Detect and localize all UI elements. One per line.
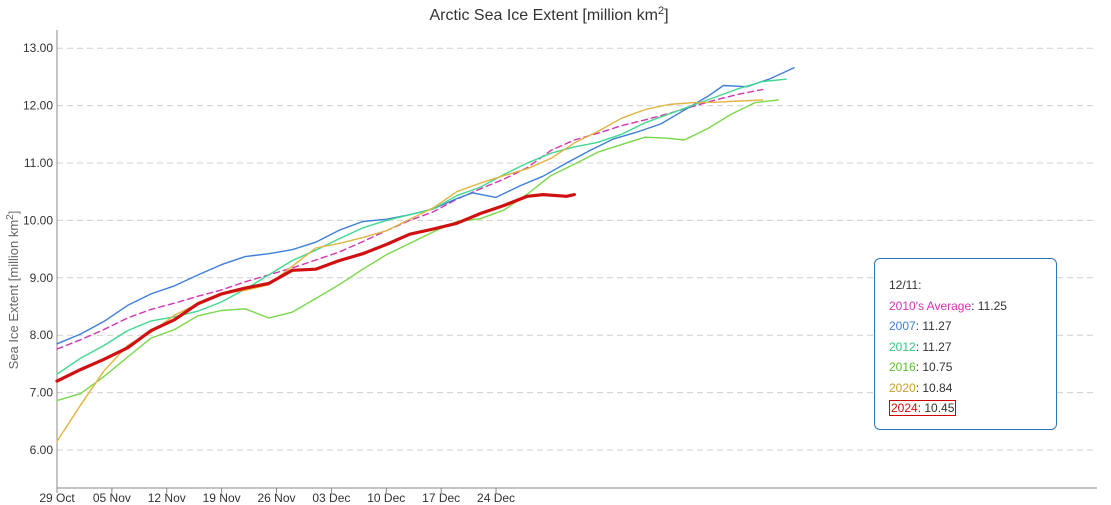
series-line-2024 [55, 193, 576, 383]
x-tick-label: 19 Nov [203, 491, 241, 505]
tooltip-row: 2016: 10.75 [889, 357, 1044, 378]
tooltip-row: 2010's Average: 11.25 [889, 296, 1044, 317]
series-lines [55, 67, 795, 443]
y-tick-label: 8.00 [30, 328, 54, 342]
tooltip-series-value: : 11.27 [915, 339, 952, 354]
chart-title: Arctic Sea Ice Extent [million km2] [429, 5, 668, 24]
y-tick-label: 9.00 [30, 271, 54, 285]
x-axis-ticks: 29 Oct 05 Nov 12 Nov 19 Nov 26 Nov 03 Dec 10 D… [39, 488, 515, 505]
y-tick-label: 13.00 [23, 41, 53, 55]
tooltip-series-name: 2012 [889, 339, 916, 354]
x-tick-label: 03 Dec [312, 491, 350, 505]
tooltip-date: 12/11: [889, 278, 922, 292]
x-tick-label: 12 Nov [148, 491, 186, 505]
tooltip-series-name: 2010's Average [889, 298, 972, 313]
tooltip-series-value: : 11.27 [915, 319, 952, 333]
tooltip-series-value: : 11.25 [971, 298, 1007, 313]
x-tick-label: 17 Dec [422, 491, 460, 505]
tooltip-row: 2012: 11.27 [889, 337, 1044, 358]
hover-tooltip: 12/11: 2010's Average: 11.25 2007: 11.27 2… [874, 258, 1057, 430]
tooltip-series-name: 2020 [889, 380, 916, 395]
tooltip-series-name: 2007 [889, 319, 916, 333]
tooltip-series-value: : 10.45 [917, 401, 955, 415]
y-tick-label: 11.00 [24, 156, 53, 170]
tooltip-rows: 2010's Average: 11.25 2007: 11.27 2012: 11… [889, 296, 1044, 419]
x-tick-label: 10 Dec [367, 491, 405, 505]
x-tick-label: 24 Dec [477, 491, 515, 505]
tooltip-row: 2020: 10.84 [889, 378, 1044, 399]
series-line-2010-s-average [56, 88, 764, 350]
y-tick-label: 10.00 [23, 213, 53, 227]
x-tick-label: 29 Oct [39, 491, 75, 505]
tooltip-row: 2007: 11.27 [889, 316, 1044, 337]
series-line-2016 [56, 99, 779, 402]
series-line-2020 [56, 99, 764, 443]
y-tick-label: 12.00 [23, 99, 53, 113]
x-tick-label: 26 Nov [258, 491, 296, 505]
y-tick-label: 7.00 [30, 386, 54, 400]
y-axis-ticks: 6.00 7.00 8.00 9.00 10.00 11.00 12.00 13.00 [23, 41, 53, 457]
tooltip-series-value: : 10.75 [915, 360, 953, 374]
y-axis-label: Sea Ice Extent [million km2] [5, 211, 21, 370]
tooltip-series-name: 2024 [891, 401, 918, 415]
x-tick-label: 05 Nov [93, 491, 131, 505]
y-tick-label: 6.00 [30, 443, 54, 457]
tooltip-row: 2024: 10.45 [889, 398, 1044, 419]
tooltip-series-value: : 10.84 [915, 380, 953, 395]
tooltip-series-name: 2016 [889, 360, 916, 374]
series-line-2012 [56, 78, 787, 375]
